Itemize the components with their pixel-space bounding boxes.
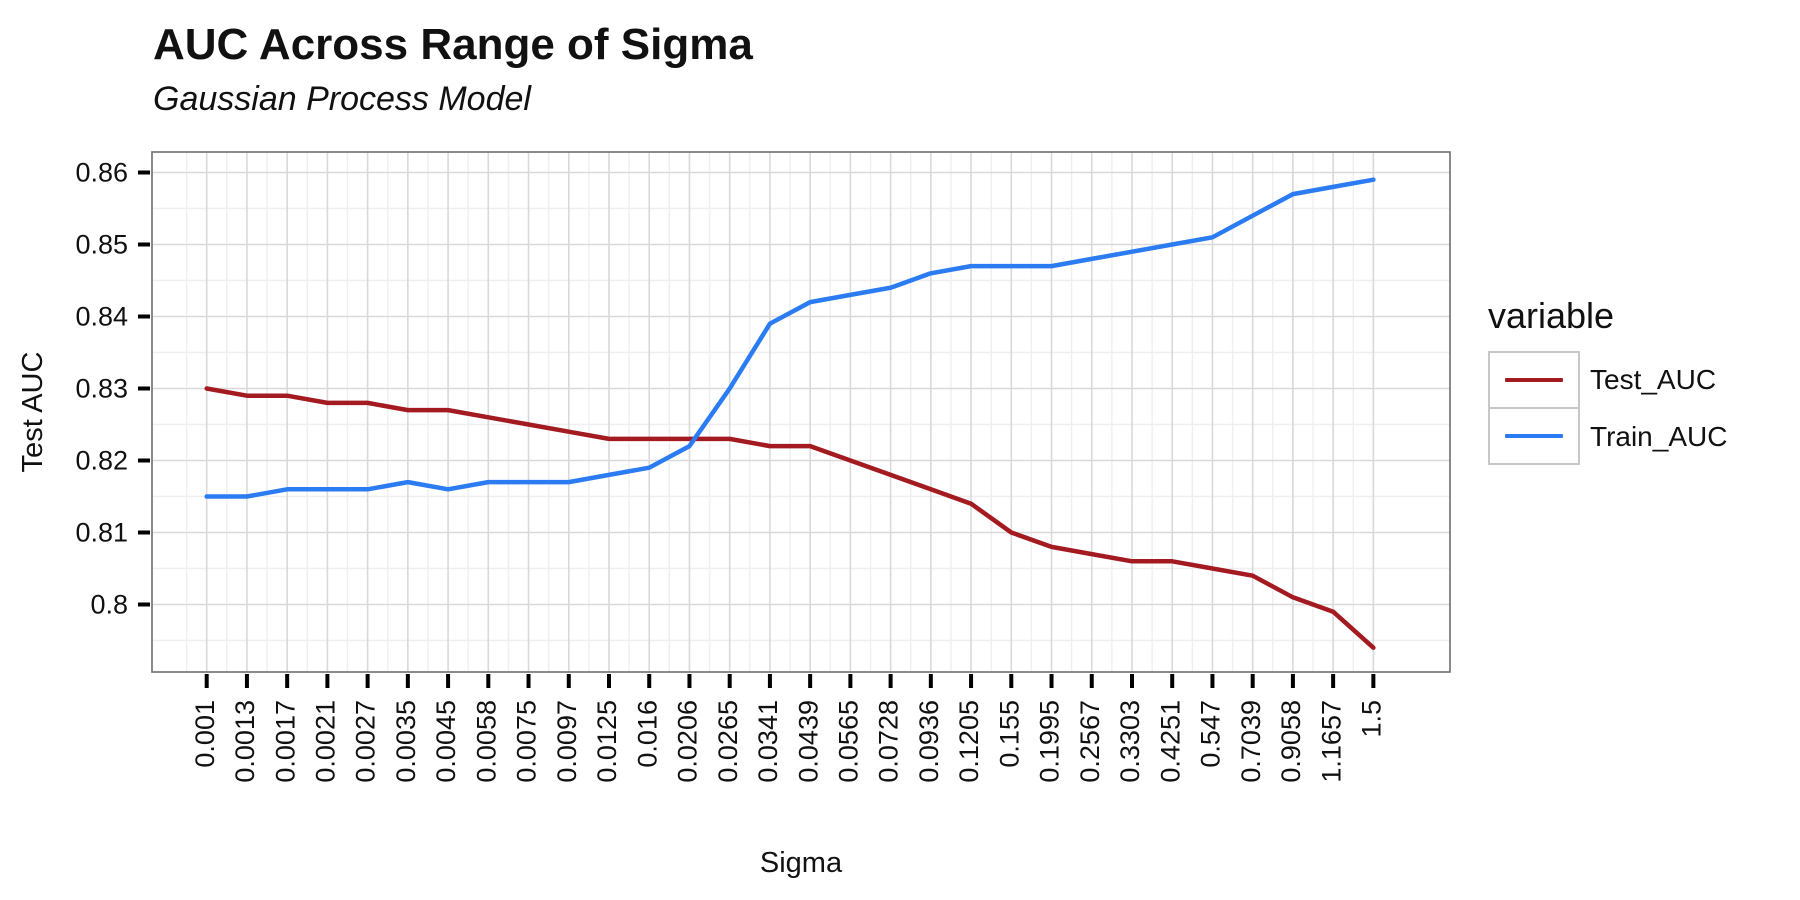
x-tick-label: 0.0075 [512,700,542,783]
x-tick-label: 0.155 [994,700,1024,768]
y-tick-label: 0.81 [75,518,128,548]
x-tick-label: 0.0017 [270,700,300,783]
x-tick-label: 0.0021 [311,700,341,783]
chart-subtitle: Gaussian Process Model [153,80,531,118]
x-axis-title: Sigma [760,847,843,879]
x-tick-label: 1.5 [1356,700,1386,738]
x-tick-label: 0.0206 [673,700,703,783]
legend-label: Test_AUC [1590,364,1717,395]
x-tick-label: 0.0439 [793,700,823,783]
y-tick-label: 0.8 [90,590,128,620]
x-tick-label: 0.0097 [552,700,582,783]
chart-title: AUC Across Range of Sigma [153,20,753,69]
x-tick-label: 0.0035 [391,700,421,783]
y-axis-title: Test AUC [17,352,49,473]
legend-title: variable [1488,295,1615,336]
plot-panel [152,152,1450,672]
x-tick-label: 0.0565 [834,700,864,783]
y-tick-label: 0.85 [75,230,128,260]
x-tick-label: 0.016 [632,700,662,768]
x-tick-label: 0.0058 [471,700,501,783]
legend-key-box [1488,407,1580,465]
x-tick-label: 0.0045 [431,700,461,783]
x-tick-label: 0.0728 [874,700,904,783]
x-tick-label: 1.1657 [1316,700,1346,783]
legend-entry-train_auc: Train_AUC [1488,407,1728,465]
x-tick-label: 0.0027 [351,700,381,783]
x-tick-label: 0.0265 [713,700,743,783]
x-tick-label: 0.7039 [1236,700,1266,783]
x-tick-label: 0.0341 [753,700,783,783]
y-tick-label: 0.86 [75,158,128,188]
legend: variable Test_AUC Train_AUC [1488,295,1727,465]
y-tick-label: 0.84 [75,302,128,332]
y-tick-label: 0.82 [75,446,128,476]
legend-label: Train_AUC [1590,421,1728,452]
x-tick-label: 0.1205 [954,700,984,783]
legend-line-sample-train_auc [1505,434,1563,438]
plot-panel-border [151,151,1451,673]
x-tick-label: 0.1995 [1035,700,1065,783]
x-tick-label: 0.547 [1196,700,1226,768]
legend-entries: Test_AUC Train_AUC [1488,351,1727,465]
series-line-test_auc [204,386,1376,650]
legend-key-box [1488,351,1580,409]
series-line-train_auc [204,177,1376,499]
x-tick-label: 0.0125 [592,700,622,783]
x-tick-label: 0.0936 [914,700,944,783]
legend-line-sample-test_auc [1505,378,1563,382]
y-tick-label: 0.83 [75,374,128,404]
x-tick-label: 0.3303 [1115,700,1145,783]
x-tick-label: 0.4251 [1155,700,1185,783]
x-tick-label: 0.001 [190,700,220,768]
legend-entry-test_auc: Test_AUC [1488,351,1727,409]
x-tick-label: 0.9058 [1276,700,1306,783]
x-tick-label: 0.2567 [1075,700,1105,783]
x-tick-label: 0.0013 [230,700,260,783]
